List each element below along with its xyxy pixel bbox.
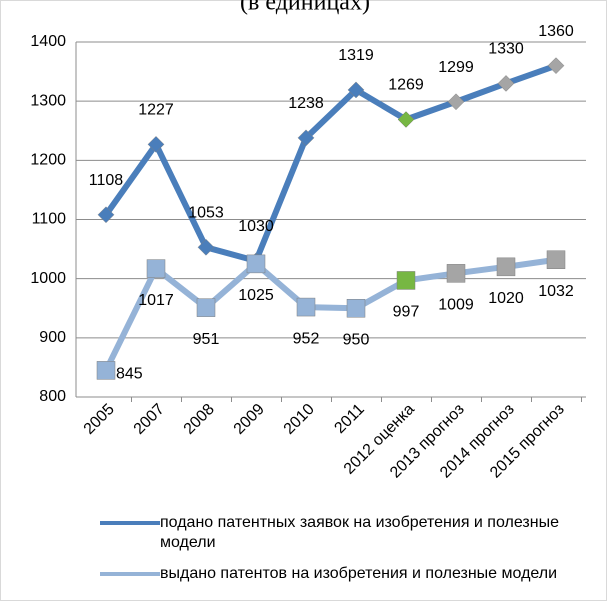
data-label: 1009 [438,297,474,314]
point-marker [346,299,366,318]
point-marker [446,264,466,283]
chart-title: (в единицах) [240,0,370,16]
point-marker [496,257,516,277]
point-marker [347,81,365,99]
data-label: 997 [393,304,420,321]
data-label: 952 [293,330,320,347]
point-marker [497,75,515,92]
point-marker [147,136,165,153]
data-label: 1025 [238,287,274,304]
x-tick-label: 2009 [231,401,268,438]
y-tick-label: 1200 [30,152,66,169]
y-tick-label: 1400 [30,33,66,50]
legend-item: выдано патентов на изобретения и полезны… [100,564,600,584]
data-label: 1030 [238,218,274,235]
data-label: 1108 [89,172,124,189]
point-marker [296,297,316,317]
legend-swatch [100,572,160,576]
y-tick-label: 1100 [32,211,67,228]
data-label: 1032 [538,283,574,300]
legend-label: выдано патентов на изобретения и полезны… [160,565,558,582]
data-label: 950 [343,331,370,348]
series-line [103,256,557,372]
x-tick-label: 2007 [131,401,168,438]
x-tick-label: 2008 [181,401,218,438]
x-tick-label: 2010 [281,401,318,438]
data-label: 1330 [488,41,524,58]
data-label: 1269 [388,77,424,94]
data-label: 1020 [488,290,524,307]
y-tick-label: 1300 [30,92,66,109]
data-label: 845 [116,366,143,383]
point-marker [197,238,215,256]
data-label: 1360 [538,23,574,40]
y-tick-label: 800 [39,388,66,405]
series-line [103,62,558,264]
point-marker [196,298,216,317]
x-tick-label: 2011 [331,401,367,437]
point-marker [546,250,566,269]
y-tick-label: 1000 [30,270,66,287]
data-label: 1017 [138,292,174,309]
point-marker [96,361,116,380]
point-marker [396,271,416,290]
point-marker [397,111,415,128]
data-label: 1299 [438,59,474,76]
point-marker [146,259,166,278]
legend-item: подано патентных заявок на изобретения и… [100,513,600,553]
y-tick-label: 900 [39,329,66,346]
data-label: 1319 [338,47,374,64]
point-marker [447,93,465,111]
point-marker [246,254,266,274]
legend-label: подано патентных заявок на изобретения и… [160,514,559,551]
point-marker [97,206,115,224]
data-label: 1053 [188,205,224,222]
data-label: 951 [193,331,220,348]
data-label: 1227 [138,102,174,119]
point-marker [297,129,315,147]
legend-swatch [100,521,160,525]
data-label: 1238 [288,95,324,112]
point-marker [547,57,565,75]
x-tick-label: 2005 [81,401,118,438]
